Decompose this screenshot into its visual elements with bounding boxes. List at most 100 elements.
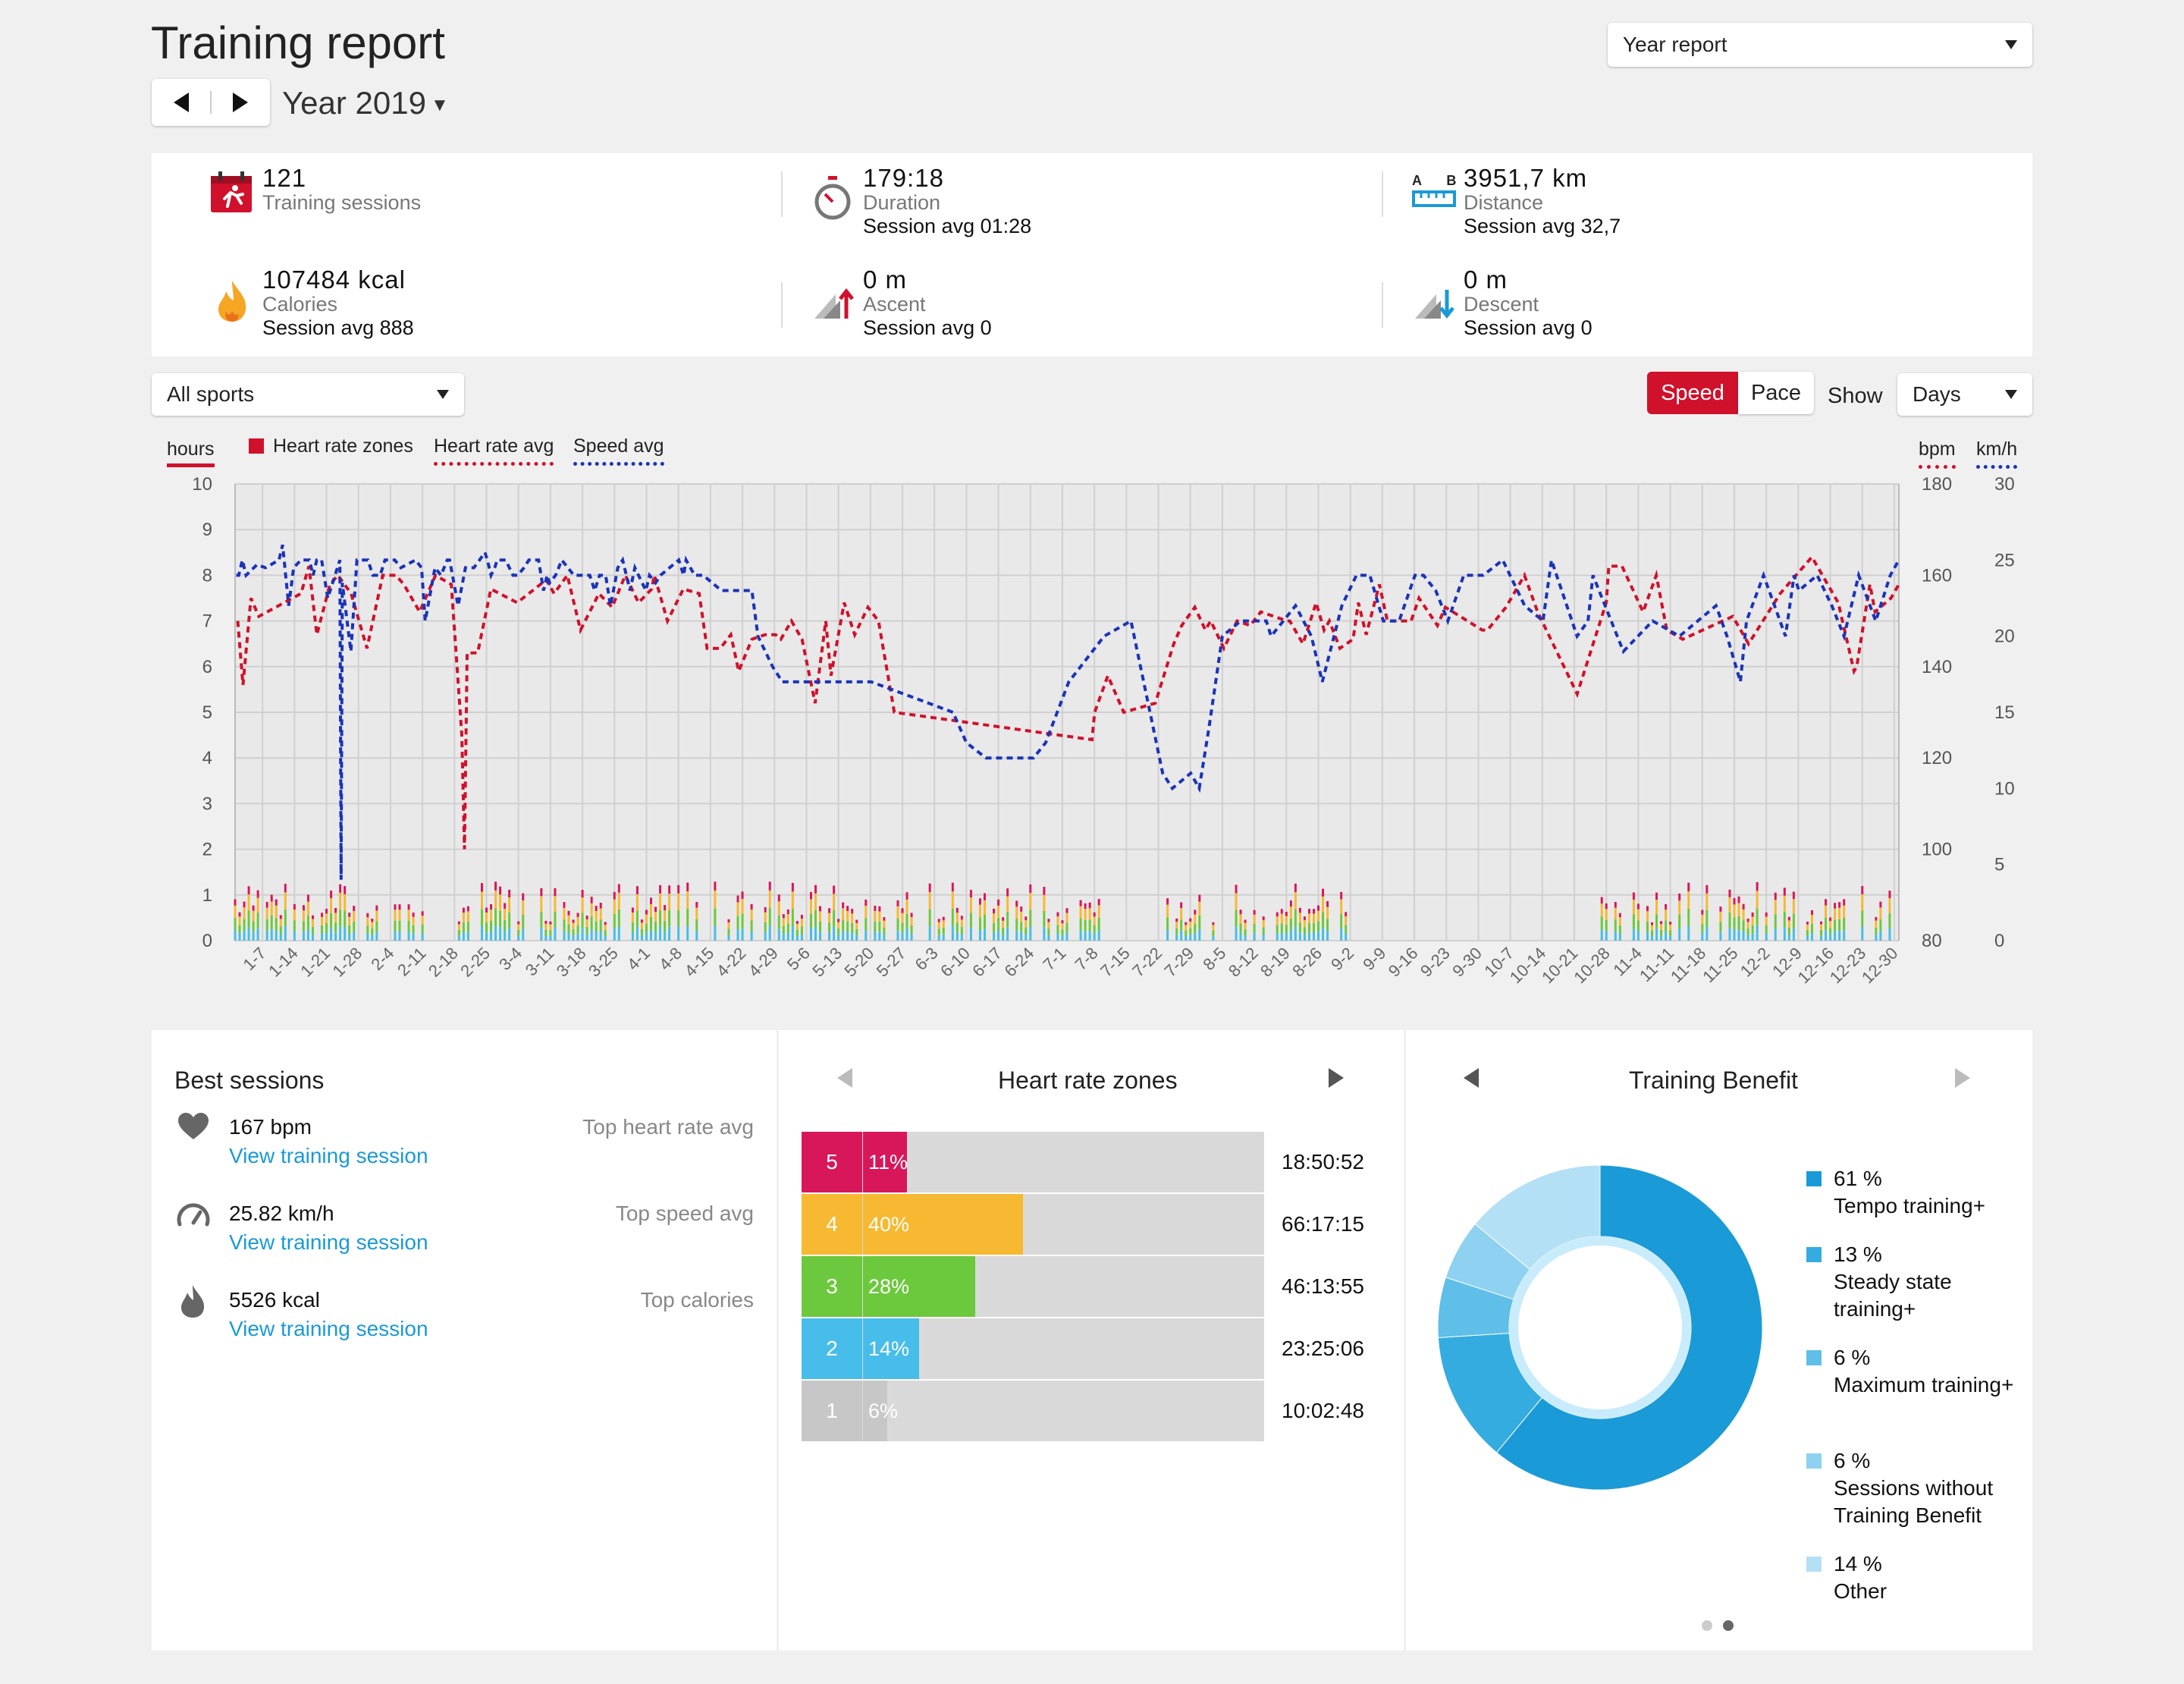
pace-toggle-button[interactable]: Pace [1738,372,1814,414]
zone-bar [1006,896,1009,913]
hr-zone-row[interactable]: 4 40% [802,1194,1264,1255]
zone-bar [1600,929,1603,941]
zone-bar [1084,931,1087,941]
speed-toggle-button[interactable]: Speed [1647,372,1738,414]
zone-bar [504,908,507,920]
zone-bar [1029,884,1032,894]
zone-bar [928,909,931,927]
hr-zone-row[interactable]: 1 6% [802,1381,1264,1441]
zone-bar [412,916,415,925]
zone-bar [750,931,753,941]
zone-bar [905,913,908,929]
period-dropdown[interactable]: Year 2019 ▼ [282,85,449,121]
zone-bar [302,905,305,911]
zone-bar [1632,928,1635,941]
pager-dot-active[interactable] [1723,1620,1734,1631]
zone-bar [617,910,620,927]
pager-dot[interactable] [1702,1620,1712,1631]
zone-bar [883,920,886,928]
hr-zone-row[interactable]: 5 11% [802,1132,1264,1192]
zone-bar [311,934,314,941]
zone-bar [695,919,698,932]
zone-bar [782,934,785,941]
zone-bar [325,913,328,923]
legend-hr-avg[interactable]: Heart rate avg [434,435,554,466]
zone-bar [595,910,598,922]
zone-bar [1746,922,1749,929]
zone-bar [1166,898,1169,905]
sport-select[interactable]: All sports [152,373,464,416]
legend-zones[interactable]: Heart rate zones [249,435,413,457]
zone-bar [1198,901,1201,916]
previous-period-button[interactable] [152,79,210,126]
training-chart[interactable]: 1-71-141-211-28 2-42-112-182-25 3-43-113-1… [152,455,2032,1001]
training-benefit-prev-button[interactable] [1464,1068,1479,1088]
zone-bar [1212,925,1215,931]
next-period-button[interactable] [212,79,270,126]
zone-bar [635,927,639,941]
hr-zone-number: 1 [802,1381,862,1441]
zone-bar [462,932,465,941]
view-training-session-link[interactable]: View training session [229,1230,428,1254]
zone-bar [1002,928,1005,935]
legend-percent: 6 % [1834,1449,1871,1472]
zone-bar [1056,916,1059,925]
show-interval-select[interactable]: Days [1897,373,2032,416]
zone-bar [741,928,744,941]
view-training-session-link[interactable]: View training session [229,1317,428,1340]
legend-speed-avg[interactable]: Speed avg [573,435,664,466]
zone-bar [635,910,639,928]
view-training-session-link[interactable]: View training session [229,1144,428,1167]
y-tick-label: 6 [202,657,212,677]
zone-bar [741,898,744,914]
zone-bar [956,922,959,933]
flame-icon [181,1285,205,1318]
zone-bar [1317,905,1320,911]
zone-bar [466,911,469,922]
zone-bar [736,929,739,941]
zone-bar [1180,908,1183,920]
zone-bar [1285,933,1288,941]
zone-bar [238,916,241,925]
zone-bar [311,919,314,927]
hr-zones-prev-button[interactable] [837,1068,852,1088]
zone-bar [1838,907,1841,920]
zone-bar [1669,922,1672,925]
hr-zone-row[interactable]: 3 28% [802,1256,1264,1317]
training-benefit-donut[interactable] [1433,1161,1774,1502]
zone-bar [1614,919,1617,932]
legend-text: 14 % Other [1834,1550,2031,1605]
zone-bar [1340,928,1343,941]
zone-bar [563,919,566,932]
zone-bar [668,910,671,927]
hr-zones-next-button[interactable] [1329,1068,1344,1088]
zone-bar [993,932,996,941]
zone-bar [1687,908,1690,926]
hr-zone-number: 3 [802,1256,862,1317]
kmh-tick-label: 0 [1994,931,2004,951]
divider [1382,282,1383,328]
zone-bar [795,923,799,930]
zone-bar [407,932,410,941]
zone-bar [1276,925,1279,934]
zone-bar [1618,917,1621,926]
zone-bar [1888,891,1891,899]
hr-zone-row[interactable]: 2 14% [802,1318,1264,1379]
zone-bar [353,911,356,922]
zone-bar [572,935,575,941]
zone-bar [1326,919,1329,931]
zone-bar [668,894,671,910]
zone-bar [714,890,717,909]
zone-bar [457,930,460,936]
zone-bar [279,926,282,935]
zone-bar [348,913,351,917]
x-tick-label: 9-9 [1359,944,1389,974]
bpm-tick-label: 80 [1922,931,1942,951]
zone-bar [1194,923,1197,933]
zone-bar [306,928,309,941]
training-benefit-next-button[interactable] [1955,1068,1970,1088]
zone-bar [1660,929,1663,936]
report-type-select[interactable]: Year report [1608,23,2032,67]
best-session-value: 167 bpm [229,1115,312,1139]
duration-avg: Session avg 01:28 [863,215,1032,237]
